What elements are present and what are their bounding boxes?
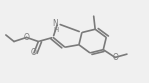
Text: N: N [52,19,58,28]
Text: O: O [24,33,30,42]
Text: H: H [53,27,58,33]
Text: O: O [31,48,37,57]
Text: O: O [112,53,118,62]
